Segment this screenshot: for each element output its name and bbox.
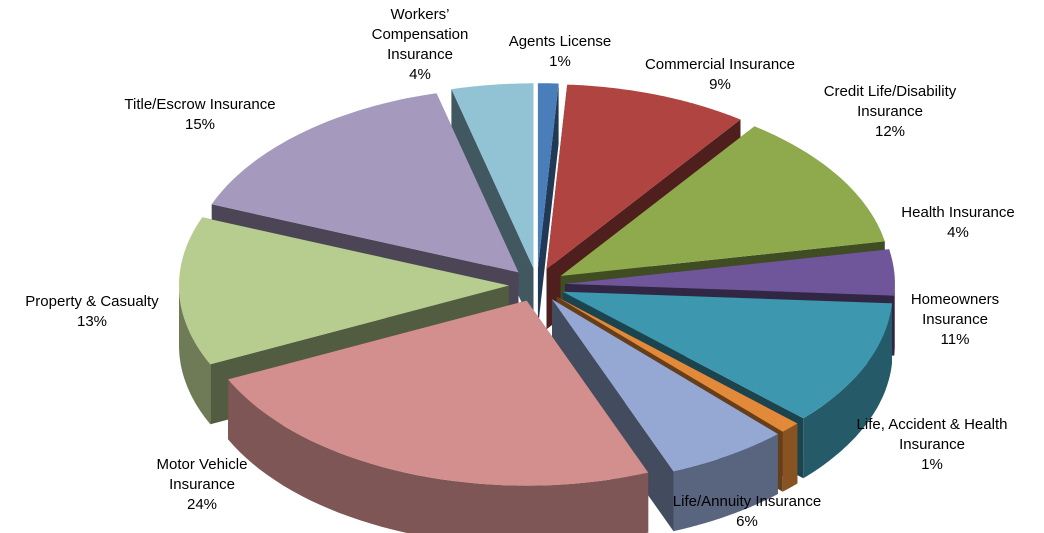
slice [556, 296, 798, 432]
slice-side [179, 285, 211, 425]
slice-category-label: Homeowners Insurance [910, 291, 1000, 328]
data-label: Title/Escrow Insurance 15% [100, 95, 300, 135]
slice-value-label: 24% [186, 496, 218, 513]
slice-category-label: Health Insurance [901, 204, 1015, 221]
slice [564, 249, 895, 296]
slice [537, 83, 559, 269]
slice-cut-face [537, 83, 559, 329]
data-label: Life/Annuity Insurance 6% [647, 492, 847, 532]
slice-category-label: Life/Annuity Insurance [672, 493, 822, 510]
slice [228, 300, 649, 486]
data-label: Homeowners Insurance 11% [900, 290, 1010, 350]
slice-category-label: Title/Escrow Insurance [124, 96, 276, 113]
slice-value-label: 11% [940, 331, 970, 348]
slice [211, 93, 519, 273]
slice [552, 299, 778, 472]
data-label: Workers’ Compensation Insurance 4% [355, 5, 485, 85]
slice-value-label: 1% [921, 456, 943, 473]
slice-category-label: Credit Life/Disability Insurance [823, 83, 957, 120]
data-label: Health Insurance 4% [883, 203, 1033, 243]
slice [560, 126, 885, 276]
slice [179, 217, 509, 365]
slice-value-label: 13% [76, 313, 108, 330]
slice-side [228, 379, 649, 533]
slice-side [894, 283, 895, 356]
slice-value-label: 12% [874, 123, 906, 140]
data-label: Credit Life/Disability Insurance 12% [800, 82, 980, 142]
slice-side [673, 434, 778, 532]
slice-value-label: 6% [736, 513, 758, 530]
slice-category-label: Life, Accident & Health Insurance [856, 416, 1008, 453]
data-label: Life, Accident & Health Insurance 1% [832, 415, 1032, 475]
slice-category-label: Commercial Insurance [644, 56, 796, 73]
data-label: Property & Casualty 13% [2, 292, 182, 332]
slice [562, 291, 892, 419]
slice-value-label: 15% [184, 116, 216, 133]
slice-side [782, 423, 798, 492]
slice [451, 83, 534, 269]
slice-category-label: Property & Casualty [25, 293, 159, 310]
slice-category-label: Workers’ Compensation Insurance [371, 6, 469, 63]
slice-value-label: 9% [709, 76, 731, 93]
slice-value-label: 1% [549, 53, 571, 70]
slice-side [803, 303, 892, 479]
slice-value-label: 4% [409, 66, 431, 83]
data-label: Agents License 1% [480, 32, 640, 72]
slice-category-label: Motor Vehicle Insurance [156, 456, 248, 493]
data-label: Commercial Insurance 9% [625, 55, 815, 95]
slice [546, 84, 741, 270]
slice-value-label: 4% [947, 224, 969, 241]
data-label: Motor Vehicle Insurance 24% [137, 455, 267, 515]
slice-category-label: Agents License [508, 33, 612, 50]
